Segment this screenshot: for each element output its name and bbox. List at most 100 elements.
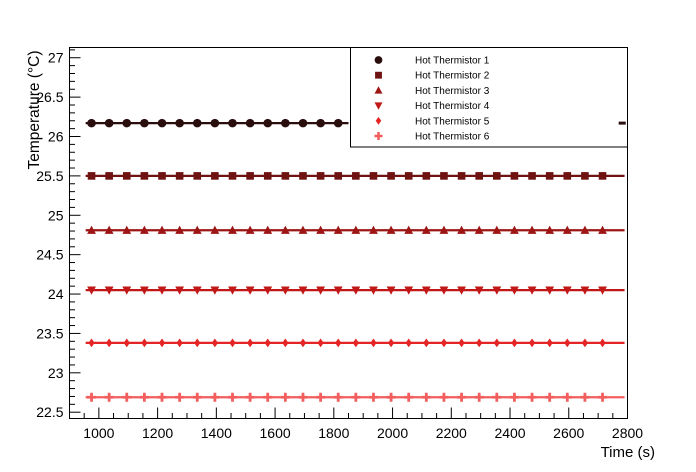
y-tick-label: 27: [48, 50, 64, 66]
triangle-up-marker: [386, 225, 396, 234]
diamond-marker: [387, 338, 395, 348]
triangle-up-marker: [333, 225, 343, 234]
legend-item-label: Hot Thermistor 4: [415, 101, 490, 112]
triangle-down-marker: [263, 286, 273, 295]
y-tick-label: 26.5: [36, 89, 63, 105]
plus-marker: [527, 392, 537, 402]
triangle-down-marker: [210, 286, 220, 295]
plus-marker: [580, 392, 590, 402]
square-marker: [211, 172, 219, 180]
square-marker: [87, 172, 96, 180]
y-axis-title: Temperature (°C): [26, 50, 43, 169]
triangle-down-marker: [598, 286, 607, 295]
square-marker: [581, 172, 589, 180]
triangle-up-marker: [545, 225, 555, 234]
square-marker: [158, 172, 166, 180]
square-marker: [140, 172, 149, 180]
legend-item-3: Hot Thermistor 3: [374, 86, 490, 97]
diamond-marker: [493, 338, 500, 348]
triangle-up-marker: [298, 225, 308, 234]
square-marker: [369, 172, 378, 180]
legend-item-label: Hot Thermistor 3: [415, 86, 490, 97]
circle-marker: [333, 118, 343, 128]
triangle-down-marker: [421, 286, 431, 295]
diamond-marker: [264, 338, 271, 348]
triangle-down-marker: [139, 286, 149, 295]
plus-marker: [598, 392, 608, 402]
legend-item-6: Hot Thermistor 6: [374, 131, 490, 143]
y-tick-label: 25: [48, 207, 64, 223]
x-tick-label: 1800: [318, 425, 349, 441]
square-marker: [528, 172, 536, 180]
triangle-down-marker: [369, 286, 378, 295]
triangle-up-marker: [598, 225, 607, 234]
triangle-up-marker: [510, 225, 519, 234]
legend-item-5: Hot Thermistor 5: [375, 116, 490, 127]
diamond-marker: [158, 338, 166, 348]
plus-marker: [192, 392, 202, 402]
plus-marker: [263, 392, 273, 402]
legend: Hot Thermistor 1 Hot Thermistor 2 Hot Ther…: [350, 47, 628, 148]
square-marker: [122, 172, 131, 180]
plus-marker: [421, 392, 431, 402]
circle-marker: [374, 56, 383, 64]
square-marker: [598, 172, 607, 180]
plus-marker: [87, 392, 97, 402]
series-hot-thermistor-2: [85, 172, 625, 180]
legend-item-label: Hot Thermistor 1: [415, 56, 490, 67]
diamond-marker: [423, 338, 430, 348]
diamond-marker: [511, 338, 518, 348]
y-tick-label: 24: [48, 286, 64, 302]
triangle-down-marker: [457, 286, 466, 295]
triangle-down-marker: [527, 286, 537, 295]
plus-marker: [368, 392, 378, 402]
triangle-down-marker: [192, 286, 202, 295]
circle-marker: [157, 118, 167, 128]
plus-marker: [139, 392, 149, 402]
plus-marker: [298, 392, 308, 402]
square-marker: [563, 172, 572, 180]
circle-marker: [228, 118, 237, 128]
triangle-down-marker: [298, 286, 308, 295]
series-hot-thermistor-6: [85, 392, 625, 402]
series-hot-thermistor-3: [85, 225, 625, 234]
diamond-marker: [211, 338, 218, 348]
triangle-down-marker: [474, 286, 484, 295]
x-tick-label: 2400: [494, 425, 525, 441]
circle-marker: [210, 118, 220, 128]
plus-marker: [386, 392, 396, 402]
plot-frame: [69, 47, 628, 419]
triangle-down-marker: [545, 286, 555, 295]
triangle-down-marker: [374, 102, 383, 110]
plus-marker: [245, 392, 255, 402]
circle-marker: [245, 118, 255, 128]
triangle-down-marker: [122, 286, 132, 295]
triangle-up-marker: [87, 225, 96, 234]
x-tick-label: 2800: [612, 425, 643, 441]
plus-marker: [562, 392, 572, 402]
diamond-marker: [458, 338, 465, 348]
square-marker: [404, 172, 413, 180]
x-tick-label: 2200: [436, 425, 467, 441]
triangle-up-marker: [421, 225, 431, 234]
square-marker: [193, 172, 202, 180]
circle-marker: [192, 118, 202, 128]
triangle-down-marker: [580, 286, 590, 295]
triangle-down-marker: [316, 286, 325, 295]
triangle-down-marker: [404, 286, 414, 295]
diamond-marker: [370, 338, 377, 348]
legend-item-label: Hot Thermistor 2: [415, 71, 490, 82]
plus-marker: [492, 392, 502, 402]
square-marker: [316, 172, 325, 180]
triangle-down-marker: [228, 286, 237, 295]
series-hot-thermistor-5: [85, 338, 625, 348]
plus-marker: [457, 392, 467, 402]
x-tick-label: 1600: [260, 425, 291, 441]
triangle-up-marker: [104, 225, 114, 234]
plus-marker: [157, 392, 167, 402]
plus-marker: [374, 131, 383, 141]
triangle-down-marker: [157, 286, 167, 295]
diamond-marker: [176, 338, 183, 348]
square-marker: [387, 172, 395, 180]
legend-item-2: Hot Thermistor 2: [375, 71, 490, 82]
